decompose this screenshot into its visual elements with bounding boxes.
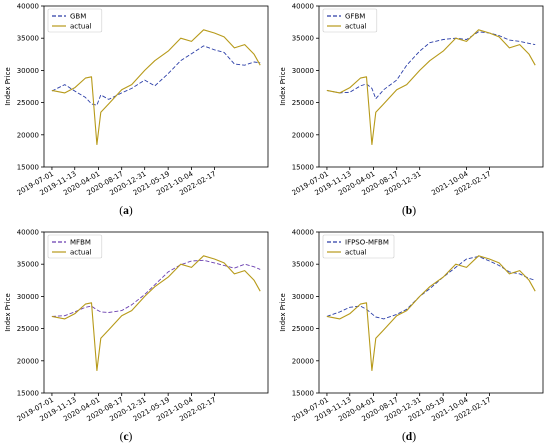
y-tick-label: 20000 xyxy=(292,357,314,365)
legend-label: actual xyxy=(70,249,92,257)
legend: GBM actual xyxy=(47,8,103,33)
y-tick-label: 40000 xyxy=(292,3,314,11)
y-axis-label: Index Price xyxy=(279,67,287,106)
y-tick-label: 40000 xyxy=(17,3,39,11)
y-tick-label: 35000 xyxy=(292,35,314,43)
legend: IFPSO-MFBM actual xyxy=(322,234,395,259)
legend-label: GFBM xyxy=(345,13,365,21)
y-tick-label: 25000 xyxy=(292,99,314,107)
chart-svg: 1500020000250003000035000400002019-07-01… xyxy=(4,3,269,197)
y-axis-label: Index Price xyxy=(4,293,12,332)
chart-panel-b: 15000 20000 25000 30000 35000 40000 2019-07-01… xyxy=(275,0,550,200)
y-tick-label: 15000 xyxy=(17,164,39,172)
y-tick-label: 15000 xyxy=(292,164,314,172)
caption-d: (d) xyxy=(401,431,417,443)
series-line-actual xyxy=(51,255,261,372)
plot-frame xyxy=(43,231,269,394)
y-tick-label: 25000 xyxy=(17,325,39,333)
y-tick-label: 15000 xyxy=(292,390,314,398)
y-tick-label: 20000 xyxy=(292,131,314,139)
series-line-actual xyxy=(326,29,536,146)
y-tick-label: 40000 xyxy=(17,229,39,237)
legend-label: actual xyxy=(345,23,367,31)
series-line-actual xyxy=(51,29,261,146)
plot-frame xyxy=(318,231,544,394)
legend-label: actual xyxy=(70,23,92,31)
caption-b: (b) xyxy=(401,205,417,217)
chart-svg: 1500020000250003000035000400002019-07-01… xyxy=(279,3,544,197)
legend-label: MFBM xyxy=(70,239,91,247)
chart-panel-d: 15000 20000 25000 30000 35000 40000 2019-07-01… xyxy=(275,226,550,426)
series-line-actual xyxy=(326,255,536,372)
chart-svg: 1500020000250003000035000400002019-07-01… xyxy=(279,229,544,423)
legend-label: actual xyxy=(345,249,367,257)
y-tick-label: 30000 xyxy=(17,293,39,301)
y-tick-label: 20000 xyxy=(17,131,39,139)
y-tick-label: 35000 xyxy=(292,261,314,269)
plot-frame xyxy=(43,5,269,168)
y-tick-label: 35000 xyxy=(17,35,39,43)
caption-c: (c) xyxy=(119,431,133,443)
y-tick-label: 25000 xyxy=(17,99,39,107)
y-axis-label: Index Price xyxy=(4,67,12,106)
y-tick-label: 30000 xyxy=(17,67,39,75)
plot-frame xyxy=(318,5,544,168)
y-tick-label: 35000 xyxy=(17,261,39,269)
legend-label: IFPSO-MFBM xyxy=(345,239,389,247)
series-line-gfbm xyxy=(326,31,536,100)
legend: MFBM actual xyxy=(47,234,103,259)
legend-label: GBM xyxy=(70,13,86,21)
chart-panel-c: 15000 20000 25000 30000 35000 40000 2019-07-01… xyxy=(0,226,275,426)
y-tick-label: 30000 xyxy=(292,67,314,75)
y-tick-label: 15000 xyxy=(17,390,39,398)
legend: GFBM actual xyxy=(322,8,378,33)
y-tick-label: 30000 xyxy=(292,293,314,301)
y-tick-label: 40000 xyxy=(292,229,314,237)
series-line-mfbm xyxy=(51,259,261,317)
chart-panel-a: 15000 20000 25000 30000 35000 40000 2019-07-01… xyxy=(0,0,275,200)
y-tick-label: 20000 xyxy=(17,357,39,365)
y-tick-label: 25000 xyxy=(292,325,314,333)
series-line-ifpso-mfbm xyxy=(326,256,536,320)
y-axis-label: Index Price xyxy=(279,293,287,332)
series-line-gbm xyxy=(51,45,261,106)
chart-svg: 1500020000250003000035000400002019-07-01… xyxy=(4,229,269,423)
caption-a: (a) xyxy=(119,205,133,217)
